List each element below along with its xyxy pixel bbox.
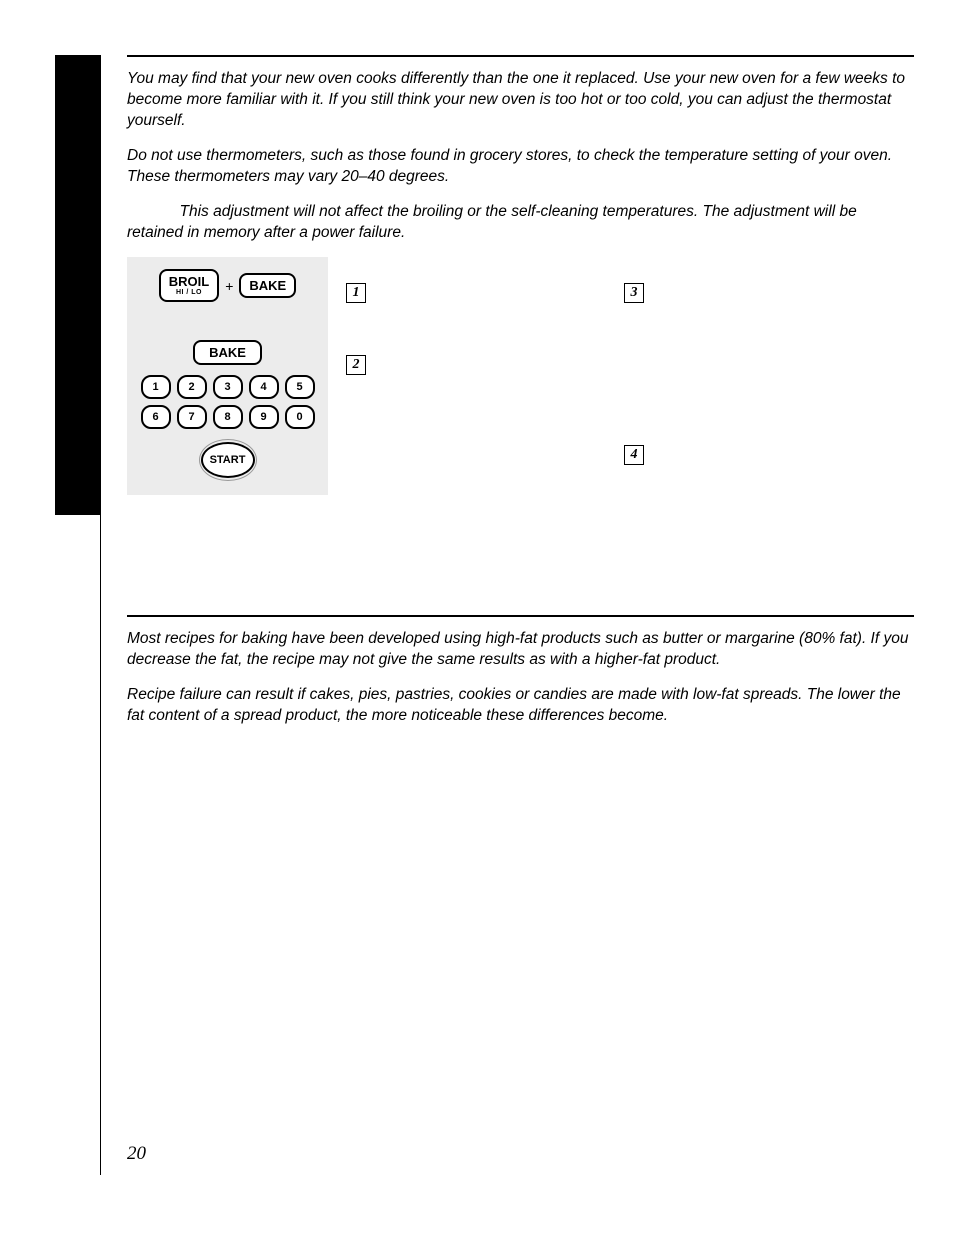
intro-para-1: You may find that your new oven cooks di… (127, 69, 914, 132)
step-4: 4 (624, 445, 914, 465)
page-number: 20 (127, 1143, 146, 1165)
step-1: 1 (346, 283, 606, 303)
broil-label: BROIL (169, 274, 209, 289)
pad-0: 0 (285, 405, 315, 429)
pad-8: 8 (213, 405, 243, 429)
pad-7: 7 (177, 405, 207, 429)
pad-4: 4 (249, 375, 279, 399)
control-panel: BROIL HI / LO + BAKE BAKE 1 2 (127, 257, 328, 495)
start-button: START (201, 442, 255, 478)
steps-col-left: 1 2 (346, 257, 606, 495)
btn-row-top: BROIL HI / LO + BAKE (159, 269, 296, 302)
bake-label-2: BAKE (209, 345, 246, 360)
section-rule-2 (127, 615, 914, 617)
pad-1: 1 (141, 375, 171, 399)
bake-button-2: BAKE (193, 340, 262, 365)
start-ring: START (199, 439, 257, 481)
step-3-num: 3 (624, 283, 644, 303)
steps-row: BROIL HI / LO + BAKE BAKE 1 2 (127, 257, 914, 495)
content-column: You may find that your new oven cooks di… (127, 55, 914, 727)
section2-para1: Most recipes for baking have been develo… (127, 629, 914, 671)
section-rule (127, 55, 914, 57)
side-tab (55, 55, 100, 515)
step-2-num: 2 (346, 355, 366, 375)
step-1-num: 1 (346, 283, 366, 303)
step-2: 2 (346, 355, 606, 375)
step-3: 3 (624, 283, 914, 303)
pad-3: 3 (213, 375, 243, 399)
broil-button: BROIL HI / LO (159, 269, 219, 302)
bake-label: BAKE (249, 278, 286, 293)
steps-col-right: 3 4 (624, 257, 914, 495)
pad-row-2: 6 7 8 9 0 (141, 405, 315, 429)
step-4-num: 4 (624, 445, 644, 465)
left-margin-rule (100, 55, 101, 1175)
plus-icon: + (225, 278, 233, 294)
broil-sub-label: HI / LO (169, 289, 209, 296)
pad-5: 5 (285, 375, 315, 399)
intro-para-2: Do not use thermometers, such as those f… (127, 146, 914, 188)
pad-9: 9 (249, 405, 279, 429)
pad-6: 6 (141, 405, 171, 429)
bake-button: BAKE (239, 273, 296, 298)
number-pad: 1 2 3 4 5 6 7 8 9 0 (141, 375, 315, 429)
pad-2: 2 (177, 375, 207, 399)
note-para: NOTE: This adjustment will not affect th… (127, 202, 914, 244)
section2-para2: Recipe failure can result if cakes, pies… (127, 685, 914, 727)
pad-row-1: 1 2 3 4 5 (141, 375, 315, 399)
note-body: This adjustment will not affect the broi… (127, 203, 857, 241)
page: You may find that your new oven cooks di… (0, 0, 954, 1235)
start-label: START (210, 454, 246, 466)
